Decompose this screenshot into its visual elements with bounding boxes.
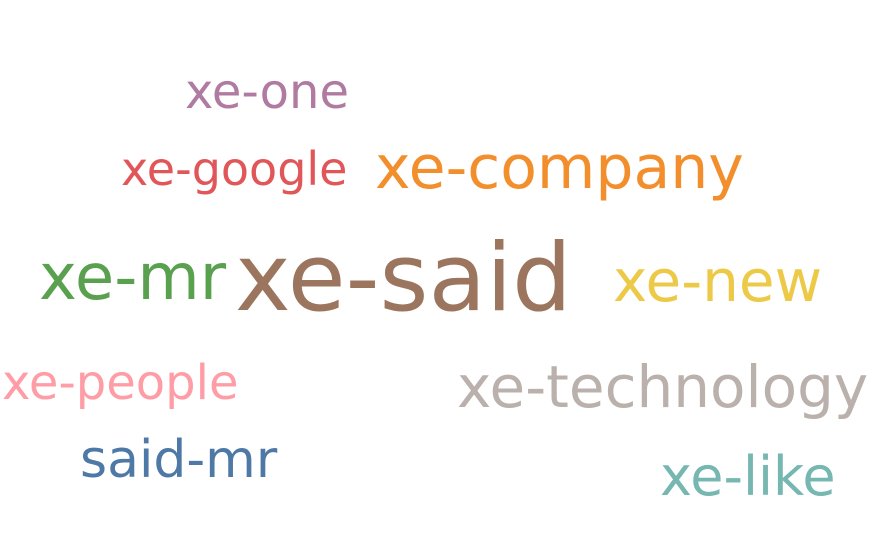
- word-xe-said: xe-said: [235, 224, 572, 333]
- word-said-mr: said-mr: [80, 430, 278, 490]
- word-xe-company: xe-company: [375, 133, 744, 203]
- word-xe-people: xe-people: [2, 355, 239, 411]
- word-xe-like: xe-like: [660, 445, 836, 508]
- word-xe-mr: xe-mr: [39, 241, 227, 315]
- word-xe-one: xe-one: [185, 64, 349, 120]
- word-xe-new: xe-new: [613, 247, 823, 315]
- word-xe-google: xe-google: [121, 142, 348, 196]
- word-xe-technology: xe-technology: [457, 353, 869, 421]
